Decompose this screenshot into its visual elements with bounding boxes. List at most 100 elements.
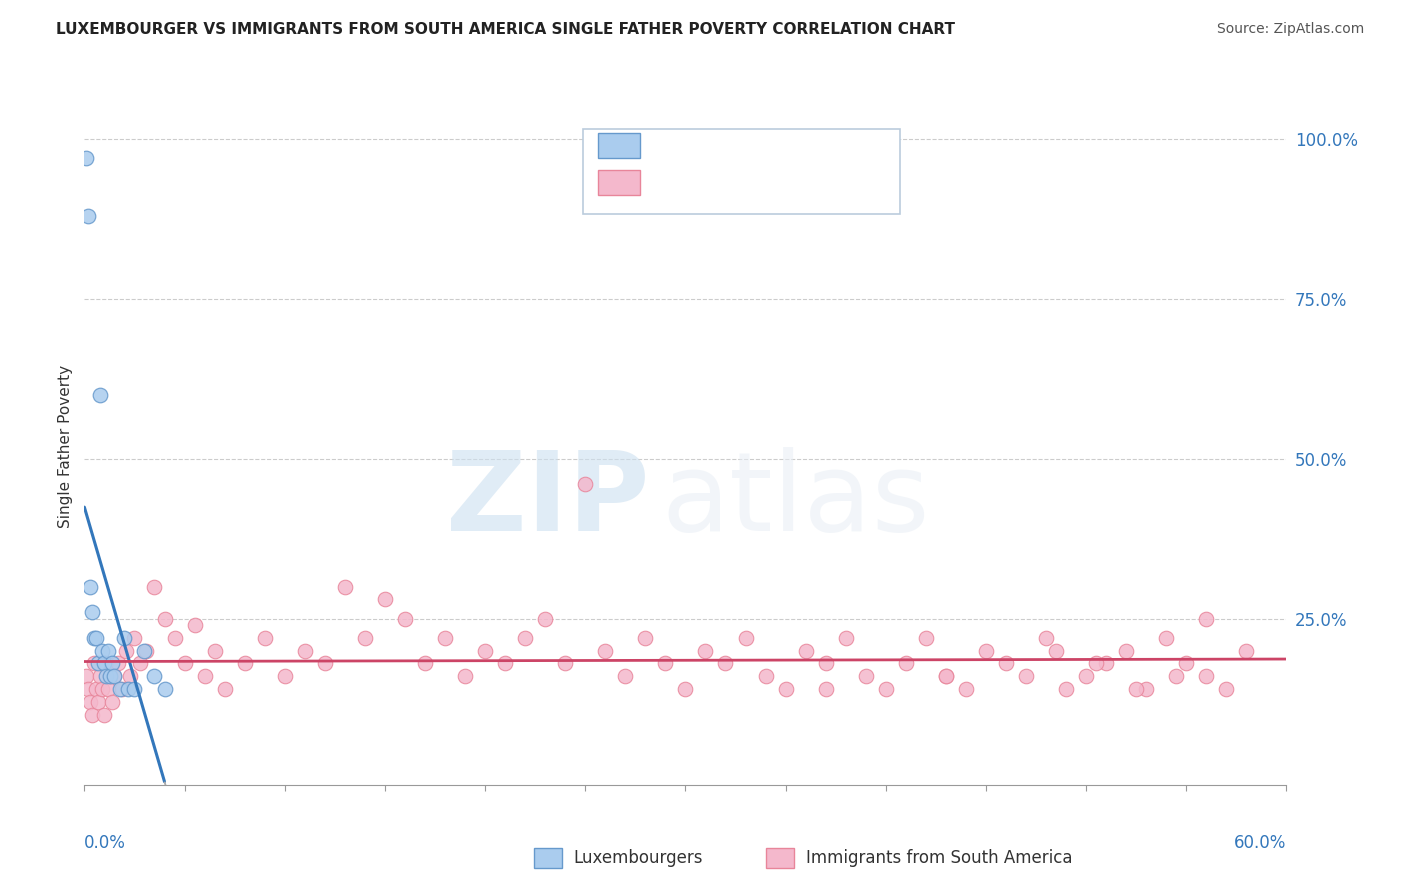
Point [114, 631, 135, 645]
Point [233, 657, 256, 671]
Point [814, 657, 837, 671]
Point [214, 681, 236, 696]
Point [595, 643, 617, 657]
Point [614, 669, 637, 683]
Text: 60.0%: 60.0% [1234, 834, 1286, 852]
Point [935, 669, 957, 683]
Point [143, 669, 166, 683]
Point [554, 657, 576, 671]
Point [83, 657, 105, 671]
Point [163, 631, 186, 645]
Point [1215, 681, 1237, 696]
Point [100, 669, 122, 683]
Text: atlas: atlas [661, 447, 929, 554]
Point [87, 657, 110, 671]
Point [1076, 669, 1098, 683]
Point [775, 681, 797, 696]
Point [253, 631, 276, 645]
Text: Luxembourgers: Luxembourgers [574, 849, 703, 867]
Point [515, 631, 537, 645]
Point [96, 657, 118, 671]
Point [153, 612, 176, 626]
Point [111, 681, 134, 696]
Point [103, 669, 125, 683]
Point [204, 643, 226, 657]
Point [82, 605, 104, 619]
Point [183, 618, 205, 632]
Point [894, 657, 917, 671]
Point [101, 695, 124, 709]
Point [574, 477, 596, 491]
Text: LUXEMBOURGER VS IMMIGRANTS FROM SOUTH AMERICA SINGLE FATHER POVERTY CORRELATION : LUXEMBOURGER VS IMMIGRANTS FROM SOUTH AM… [56, 22, 955, 37]
Point [93, 657, 115, 671]
Point [134, 643, 156, 657]
Point [143, 580, 166, 594]
Point [103, 669, 125, 683]
Point [1195, 669, 1218, 683]
Point [333, 580, 356, 594]
Point [654, 657, 676, 671]
Point [96, 669, 118, 683]
Point [394, 612, 416, 626]
Point [1156, 631, 1178, 645]
Point [110, 681, 132, 696]
Point [75, 151, 97, 165]
Point [675, 681, 697, 696]
Point [755, 669, 778, 683]
Point [995, 657, 1018, 671]
Point [120, 669, 142, 683]
Point [695, 643, 717, 657]
Point [194, 669, 217, 683]
Point [1175, 657, 1198, 671]
Point [534, 612, 557, 626]
Point [97, 643, 120, 657]
Point [86, 681, 108, 696]
Point [101, 657, 124, 671]
Point [91, 681, 114, 696]
Point [117, 681, 139, 696]
Point [135, 643, 157, 657]
Text: Source: ZipAtlas.com: Source: ZipAtlas.com [1216, 22, 1364, 37]
Point [124, 631, 146, 645]
Point [153, 681, 176, 696]
Point [974, 643, 997, 657]
Point [374, 592, 396, 607]
Point [1015, 669, 1038, 683]
Point [354, 631, 377, 645]
Point [955, 681, 977, 696]
Point [1125, 681, 1147, 696]
Point [454, 669, 477, 683]
Point [734, 631, 756, 645]
Point [89, 669, 111, 683]
Point [107, 657, 129, 671]
Point [494, 657, 516, 671]
Point [634, 631, 657, 645]
Point [1035, 631, 1057, 645]
Point [1085, 657, 1108, 671]
Point [1234, 643, 1257, 657]
Point [79, 695, 101, 709]
Point [1095, 657, 1118, 671]
Point [1135, 681, 1157, 696]
Point [97, 681, 120, 696]
Point [100, 669, 122, 683]
Point [1045, 643, 1067, 657]
Point [124, 681, 146, 696]
Point [89, 388, 111, 402]
Text: Immigrants from South America: Immigrants from South America [806, 849, 1073, 867]
Point [79, 580, 101, 594]
Text: R = 0.303   N = 22: R = 0.303 N = 22 [651, 136, 835, 154]
Text: R = 0.108   N = 87: R = 0.108 N = 87 [651, 174, 835, 192]
Point [474, 643, 496, 657]
Point [91, 643, 114, 657]
Point [814, 681, 837, 696]
Point [413, 657, 436, 671]
Point [87, 695, 110, 709]
Point [875, 681, 897, 696]
Point [77, 209, 100, 223]
Y-axis label: Single Father Poverty: Single Father Poverty [58, 365, 73, 527]
Point [93, 707, 115, 722]
Point [915, 631, 938, 645]
Point [129, 657, 152, 671]
Point [83, 631, 105, 645]
